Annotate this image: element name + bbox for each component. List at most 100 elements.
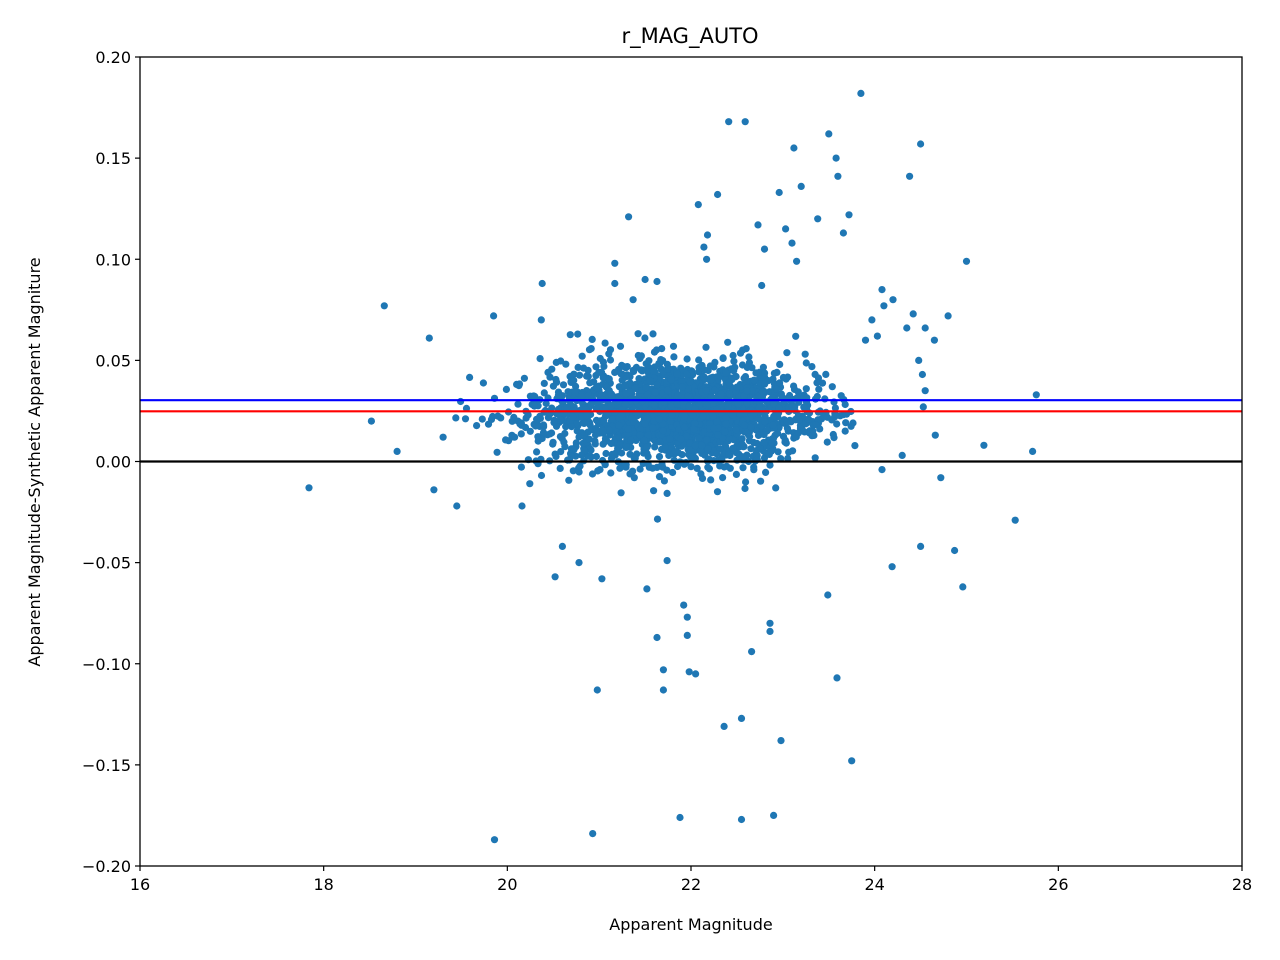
data-point (588, 470, 597, 478)
data-point (570, 376, 578, 384)
data-point (585, 435, 594, 443)
data-point (678, 383, 687, 391)
data-point (564, 456, 572, 464)
data-point (757, 477, 765, 485)
x-tick-label: 24 (864, 875, 884, 894)
data-point (607, 439, 615, 448)
data-point (615, 433, 624, 441)
data-point (813, 379, 821, 387)
data-point (706, 420, 714, 428)
data-point (538, 279, 546, 288)
data-point (655, 453, 664, 461)
data-point (580, 364, 588, 372)
data-point (588, 395, 596, 403)
y-axis-label: Apparent Magnitude-Synthetic Apparent Ma… (25, 257, 44, 666)
data-point (825, 130, 833, 138)
data-point (822, 370, 830, 378)
y-tick-label: 0.00 (95, 453, 131, 472)
data-point (660, 477, 669, 485)
data-point (608, 415, 617, 423)
data-point (722, 414, 730, 422)
data-point (653, 633, 661, 642)
data-point (792, 332, 800, 340)
data-point (760, 431, 768, 439)
data-point (559, 381, 568, 389)
data-point (605, 386, 613, 395)
data-point (594, 467, 602, 475)
data-point (640, 436, 648, 444)
data-point (729, 351, 737, 360)
data-point (702, 387, 710, 395)
data-point (533, 448, 541, 456)
data-point (694, 201, 702, 209)
data-point (602, 449, 610, 458)
data-point (649, 330, 657, 338)
data-point (536, 355, 544, 363)
data-point (823, 438, 831, 446)
data-point (813, 392, 821, 401)
data-point (951, 546, 959, 555)
data-point (808, 363, 816, 371)
data-point (644, 431, 652, 439)
data-point (683, 355, 691, 363)
data-point (1011, 516, 1019, 524)
data-point (703, 402, 711, 410)
data-point (707, 393, 715, 401)
data-point (510, 433, 519, 441)
data-point (551, 450, 559, 458)
data-point (636, 426, 644, 434)
data-point (687, 453, 695, 461)
data-point (676, 813, 684, 822)
data-point (621, 382, 629, 390)
data-point (572, 382, 580, 390)
data-point (643, 585, 651, 593)
data-point (683, 631, 691, 640)
data-point (691, 442, 699, 450)
data-point (588, 335, 596, 343)
data-point (549, 438, 557, 446)
data-point (591, 440, 599, 448)
x-tick-label: 28 (1232, 875, 1252, 894)
data-point (667, 402, 675, 410)
data-point (517, 419, 526, 427)
data-point (631, 454, 639, 462)
data-point (669, 468, 677, 477)
data-point (716, 445, 725, 453)
data-point (570, 446, 578, 454)
data-point (725, 118, 733, 126)
data-point (729, 444, 737, 452)
data-point (680, 601, 688, 609)
data-point (814, 215, 822, 223)
data-point (673, 370, 681, 378)
data-point (641, 275, 649, 284)
data-point (607, 469, 615, 477)
data-point (641, 334, 649, 342)
data-point (726, 464, 734, 472)
data-point (707, 376, 715, 384)
data-point (781, 438, 789, 446)
data-point (760, 438, 768, 447)
data-point (635, 375, 643, 383)
data-point (508, 417, 516, 425)
data-point (659, 427, 668, 435)
data-point (766, 619, 774, 627)
data-point (615, 421, 623, 429)
data-point (841, 400, 849, 409)
data-point (738, 440, 746, 448)
data-point (775, 404, 783, 412)
data-point (663, 365, 671, 373)
data-point (861, 336, 870, 344)
data-point (611, 368, 619, 376)
data-point (703, 436, 711, 444)
data-point (782, 225, 790, 233)
data-point (709, 412, 717, 420)
data-point (520, 374, 529, 382)
data-point (802, 359, 810, 367)
data-point (537, 316, 545, 324)
data-point (707, 476, 715, 484)
data-point (562, 360, 570, 368)
data-point (851, 442, 859, 450)
data-point (649, 424, 657, 432)
data-point (919, 403, 927, 411)
